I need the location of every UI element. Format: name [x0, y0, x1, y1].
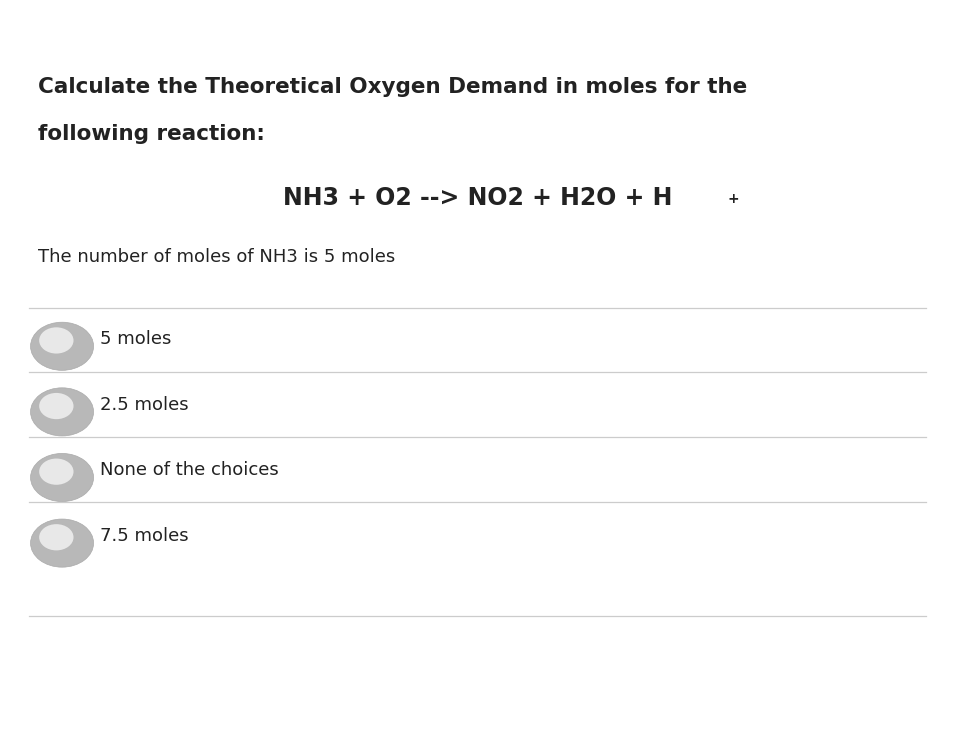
Text: NH3 + O2 --> NO2 + H2O + H: NH3 + O2 --> NO2 + H2O + H — [283, 186, 672, 210]
Text: +: + — [728, 192, 739, 206]
Text: following reaction:: following reaction: — [38, 124, 265, 144]
Text: 2.5 moles: 2.5 moles — [100, 396, 189, 413]
Circle shape — [39, 524, 74, 550]
Text: 7.5 moles: 7.5 moles — [100, 527, 189, 545]
Text: 5 moles: 5 moles — [100, 330, 172, 348]
Circle shape — [39, 393, 74, 419]
Text: None of the choices: None of the choices — [100, 461, 279, 479]
Circle shape — [31, 519, 94, 567]
Circle shape — [31, 388, 94, 436]
Text: The number of moles of NH3 is 5 moles: The number of moles of NH3 is 5 moles — [38, 248, 395, 266]
Circle shape — [39, 327, 74, 354]
Circle shape — [31, 453, 94, 502]
Circle shape — [31, 322, 94, 370]
Text: Calculate the Theoretical Oxygen Demand in moles for the: Calculate the Theoretical Oxygen Demand … — [38, 77, 748, 96]
Circle shape — [39, 459, 74, 485]
